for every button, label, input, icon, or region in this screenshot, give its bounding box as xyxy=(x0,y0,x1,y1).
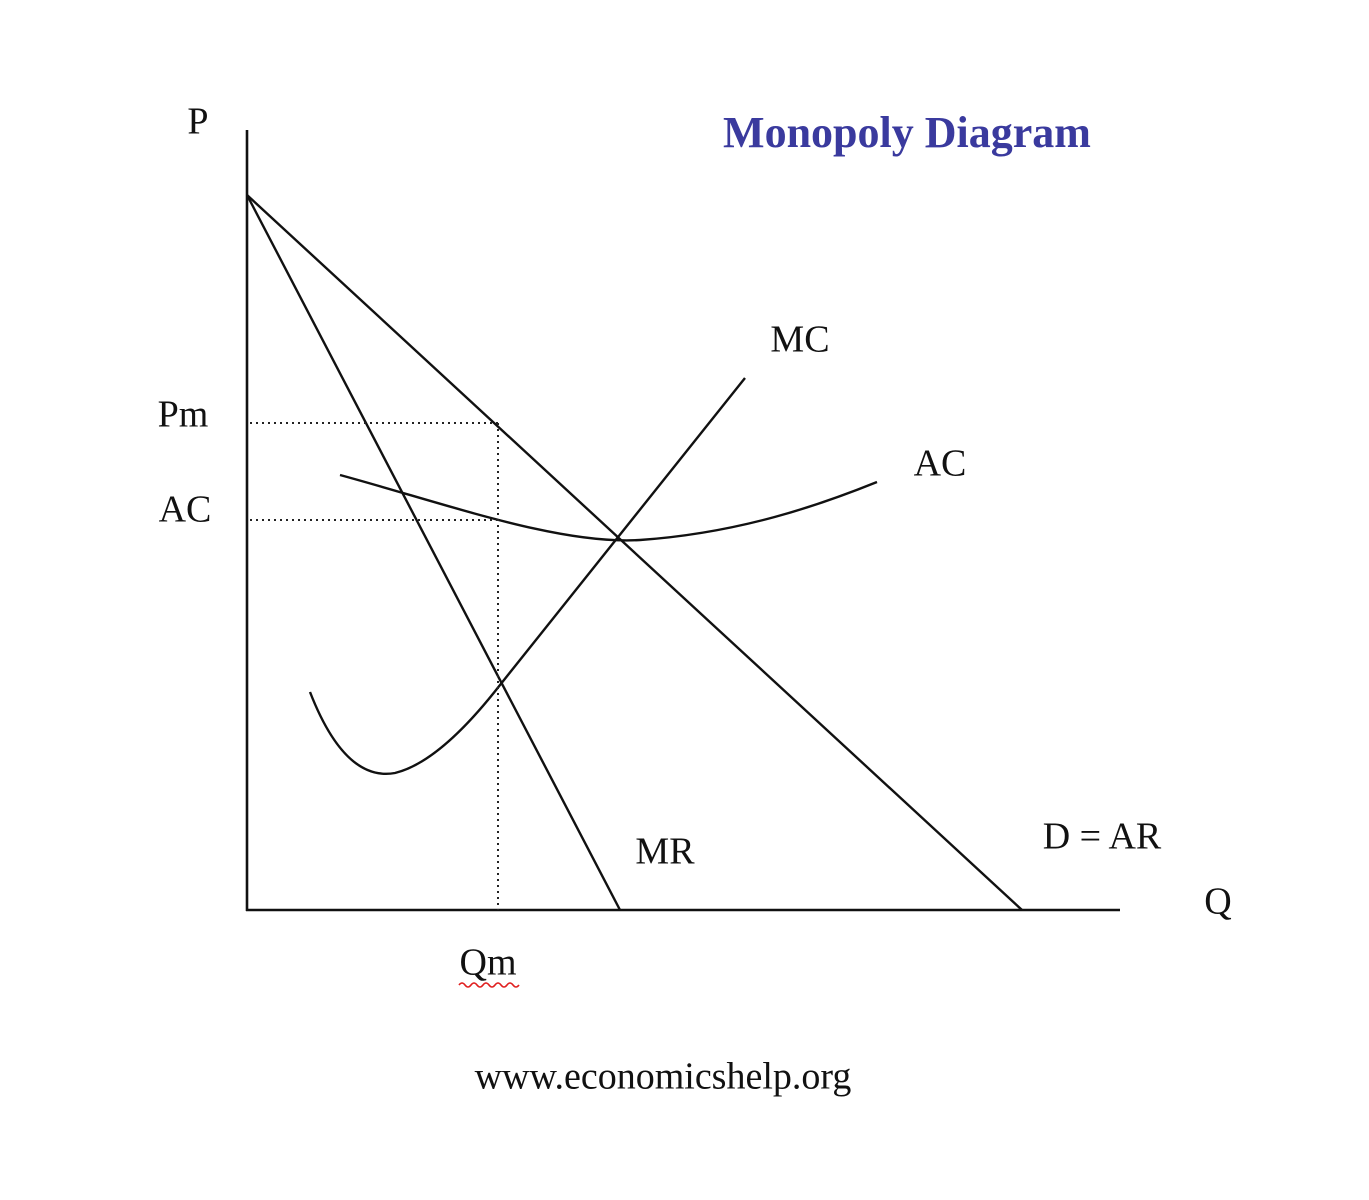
mc-label: MC xyxy=(770,319,829,361)
price-label: Pm xyxy=(158,394,209,436)
spellcheck-underline xyxy=(458,982,520,988)
y-axis-label: P xyxy=(187,101,208,143)
demand-label: D = AR xyxy=(1043,816,1162,858)
mc-curve xyxy=(308,377,746,776)
ac-label: AC xyxy=(914,443,967,485)
diagram-title: Monopoly Diagram xyxy=(723,108,1091,157)
cost-label: AC xyxy=(159,489,212,531)
demand-curve xyxy=(246,194,1023,911)
ac-curve xyxy=(339,473,878,542)
mr-label: MR xyxy=(635,831,695,873)
quantity-label: Qm xyxy=(460,942,517,984)
x-axis-label: Q xyxy=(1204,881,1231,923)
footer: www.economicshelp.org xyxy=(475,1056,852,1098)
mr-curve xyxy=(245,194,622,911)
